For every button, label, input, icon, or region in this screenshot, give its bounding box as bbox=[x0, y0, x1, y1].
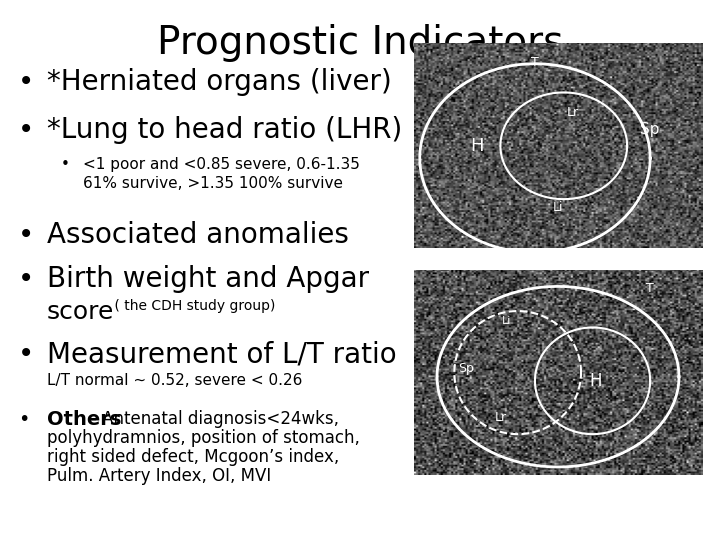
Text: Lr: Lr bbox=[495, 411, 506, 424]
Text: T: T bbox=[647, 282, 654, 295]
Text: score: score bbox=[47, 300, 114, 323]
Text: •: • bbox=[18, 265, 35, 293]
Text: *Herniated organs (liver): *Herniated organs (liver) bbox=[47, 68, 392, 96]
Text: ( the CDH study group): ( the CDH study group) bbox=[110, 299, 276, 313]
Text: Li: Li bbox=[501, 316, 511, 326]
Text: Measurement of L/T ratio: Measurement of L/T ratio bbox=[47, 340, 397, 368]
Text: Birth weight and Apgar: Birth weight and Apgar bbox=[47, 265, 369, 293]
Text: Sp: Sp bbox=[640, 122, 660, 137]
Text: Prognostic Indicators: Prognostic Indicators bbox=[157, 24, 563, 62]
Text: Li: Li bbox=[553, 201, 563, 214]
Text: •: • bbox=[18, 340, 35, 368]
Text: right sided defect, Mcgoon’s index,: right sided defect, Mcgoon’s index, bbox=[47, 448, 339, 466]
Text: •: • bbox=[18, 221, 35, 249]
Text: L/T normal ~ 0.52, severe < 0.26: L/T normal ~ 0.52, severe < 0.26 bbox=[47, 373, 302, 388]
Text: Sp: Sp bbox=[458, 362, 474, 375]
Text: <1 poor and <0.85 severe, 0.6-1.35: <1 poor and <0.85 severe, 0.6-1.35 bbox=[83, 157, 360, 172]
Text: 61% survive, >1.35 100% survive: 61% survive, >1.35 100% survive bbox=[83, 176, 343, 191]
Text: H: H bbox=[589, 372, 602, 390]
Text: •: • bbox=[18, 68, 35, 96]
Text: T: T bbox=[531, 56, 539, 69]
Text: H: H bbox=[471, 137, 484, 155]
Text: Pulm. Artery Index, OI, MVI: Pulm. Artery Index, OI, MVI bbox=[47, 467, 271, 485]
Text: *Lung to head ratio (LHR): *Lung to head ratio (LHR) bbox=[47, 116, 402, 144]
Text: - Antenatal diagnosis<24wks,: - Antenatal diagnosis<24wks, bbox=[91, 410, 339, 428]
Text: Associated anomalies: Associated anomalies bbox=[47, 221, 348, 249]
Text: •: • bbox=[18, 410, 30, 429]
Text: •: • bbox=[18, 116, 35, 144]
Text: Lr: Lr bbox=[567, 106, 578, 119]
Text: polyhydramnios, position of stomach,: polyhydramnios, position of stomach, bbox=[47, 429, 360, 447]
Text: •: • bbox=[61, 157, 70, 172]
Text: Others: Others bbox=[47, 410, 121, 429]
